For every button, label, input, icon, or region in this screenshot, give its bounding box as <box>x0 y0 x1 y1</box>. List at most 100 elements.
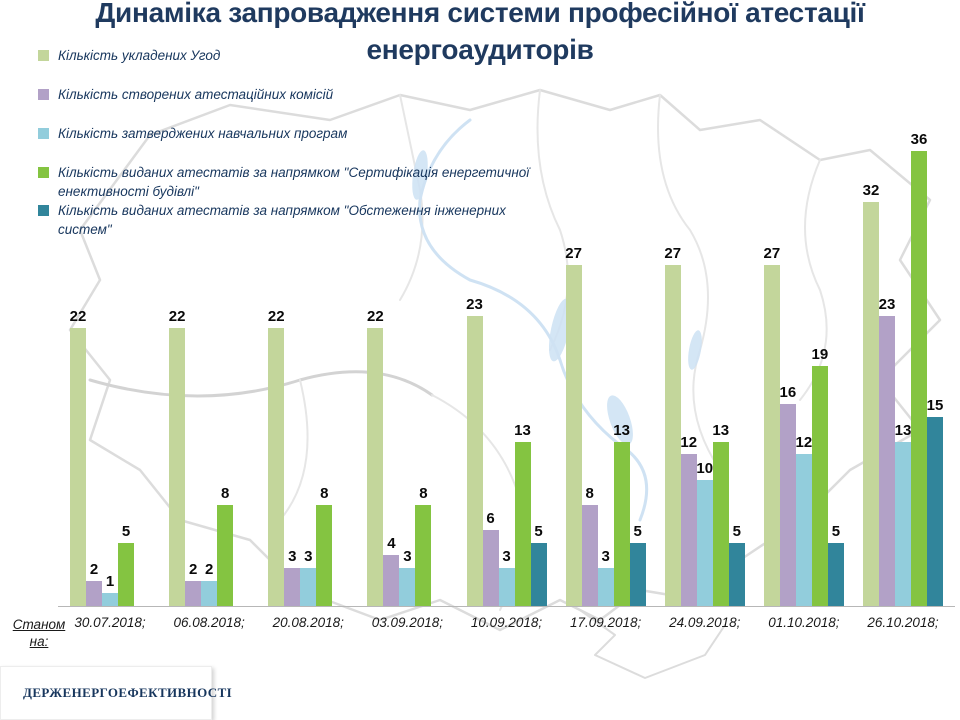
bar <box>185 581 202 606</box>
bar <box>217 505 234 606</box>
bar-slot: 4 <box>383 102 400 606</box>
bar <box>680 454 697 606</box>
bar-slot: 27 <box>764 102 780 606</box>
bar-slot: 8 <box>581 102 598 606</box>
bar-value-label: 12 <box>795 434 813 451</box>
bar-slot: 32 <box>863 102 879 606</box>
bar <box>811 366 828 606</box>
bar <box>927 417 943 606</box>
bar-value-label: 3 <box>601 548 610 565</box>
bar-value-label: 23 <box>878 296 896 313</box>
bar <box>696 480 713 606</box>
bar-value-label: 36 <box>910 131 928 148</box>
bar-slot: 27 <box>565 102 582 606</box>
bar <box>102 593 118 606</box>
bar-slot <box>431 102 447 606</box>
bar <box>383 555 400 606</box>
bar-slot: 5 <box>629 102 646 606</box>
agency-logo-text: ДЕРЖЕНЕРГОЕФЕКТИВНОСТІ <box>23 685 233 700</box>
bar-value-label: 2 <box>89 561 99 578</box>
bar <box>399 568 416 606</box>
legend-label: Кількість створених атестаційних комісій <box>58 87 334 102</box>
bar-value-label: 10 <box>696 460 714 477</box>
bar-value-label: 3 <box>403 548 412 565</box>
bar <box>597 568 614 606</box>
bar-value-label: 5 <box>534 523 543 540</box>
x-axis-label: 06.08.2018; <box>173 615 245 630</box>
bar <box>863 202 879 606</box>
bar-slot: 3 <box>300 102 317 606</box>
bar-group: 27 16 12 19 5 01.10.2018; <box>764 102 844 630</box>
legend-swatch-icon <box>38 89 49 100</box>
bar <box>316 505 333 606</box>
bar-value-label: 22 <box>367 308 384 325</box>
bar-slot: 5 <box>827 102 844 606</box>
bar <box>498 568 515 606</box>
bar-value-label: 5 <box>121 523 131 540</box>
bar-slot: 23 <box>466 102 483 606</box>
legend-item: Кількість укладених Угод <box>38 46 538 65</box>
bar-value-label: 13 <box>894 422 912 439</box>
bar-slot: 5 <box>728 102 745 606</box>
bar-group: 32 23 13 36 15 26.10.2018; <box>863 102 944 630</box>
bar <box>779 404 796 606</box>
bar-value-label: 8 <box>320 485 329 502</box>
bar-slot: 12 <box>680 102 698 606</box>
bar-value-label: 2 <box>188 561 198 578</box>
bar <box>169 328 186 606</box>
bar <box>367 328 384 606</box>
bar <box>911 151 927 606</box>
bar-slot: 13 <box>895 102 911 606</box>
bar-value-label: 27 <box>664 245 682 262</box>
chart-legend: Кількість укладених Угод Кількість створе… <box>38 46 538 239</box>
bar-value-label: 13 <box>613 422 630 439</box>
bar <box>895 442 911 606</box>
bar <box>482 530 499 606</box>
x-axis-label: 03.09.2018; <box>371 615 444 630</box>
bar-value-label: 32 <box>862 182 880 199</box>
bar <box>415 505 432 606</box>
x-axis-label: 24.09.2018; <box>669 615 741 630</box>
bar-slot: 13 <box>712 102 729 606</box>
bar-value-label: 2 <box>204 561 214 578</box>
x-axis-note-line2: на: <box>29 634 49 649</box>
bar-slot: 3 <box>284 102 301 606</box>
bar-value-label: 16 <box>779 384 797 401</box>
bar-value-label: 5 <box>732 523 741 540</box>
page-title: Динаміка запровадження системи професійн… <box>0 0 960 68</box>
legend-swatch-icon <box>38 128 49 139</box>
bar-value-label: 6 <box>486 510 495 527</box>
x-axis-label: 20.08.2018; <box>272 615 344 630</box>
bar-value-label: 12 <box>680 434 698 451</box>
legend-item: Кількість виданих атестатів за напрямком… <box>38 201 538 239</box>
bar-value-label: 13 <box>514 422 531 439</box>
bar-slot: 2 <box>86 102 102 606</box>
bar <box>795 454 812 606</box>
bar-value-label: 3 <box>304 548 313 565</box>
bar-value-label: 8 <box>220 485 230 502</box>
bar-group: 22 2 1 5 30.07.2018; <box>69 102 150 630</box>
bar-slot: 3 <box>399 102 416 606</box>
page-title-line2: енергоаудиторів <box>366 34 594 65</box>
bar-value-label: 3 <box>288 548 297 565</box>
agency-logo: ДЕРЖЕНЕРГОЕФЕКТИВНОСТІ <box>0 666 232 720</box>
bar-slot: 8 <box>316 102 333 606</box>
x-axis-label: 10.09.2018; <box>470 615 543 630</box>
bar-slot: 36 <box>911 102 927 606</box>
bar-chart-plot-area: 22 2 1 5 30.07.2018; 22 2 2 8 06.08.2018; 22 3 3 8 20.… <box>58 102 955 630</box>
bar-slot: 6 <box>482 102 499 606</box>
page-title-line1: Динаміка запровадження системи професійн… <box>95 0 865 28</box>
legend-swatch-icon <box>38 50 49 61</box>
bar-value-label: 22 <box>69 308 87 325</box>
bar-value-label: 27 <box>763 245 781 262</box>
bar-slot: 16 <box>780 102 796 606</box>
bar-group: 27 12 10 13 5 24.09.2018; <box>664 102 745 630</box>
bar <box>70 328 86 606</box>
bar-value-label: 5 <box>633 523 642 540</box>
bar-group: 22 3 3 8 20.08.2018; <box>268 102 348 630</box>
bar-slot: 22 <box>268 102 285 606</box>
x-axis-label: 17.09.2018; <box>569 615 642 630</box>
bar-value-label: 8 <box>419 485 428 502</box>
x-axis-label: 01.10.2018; <box>768 615 840 630</box>
